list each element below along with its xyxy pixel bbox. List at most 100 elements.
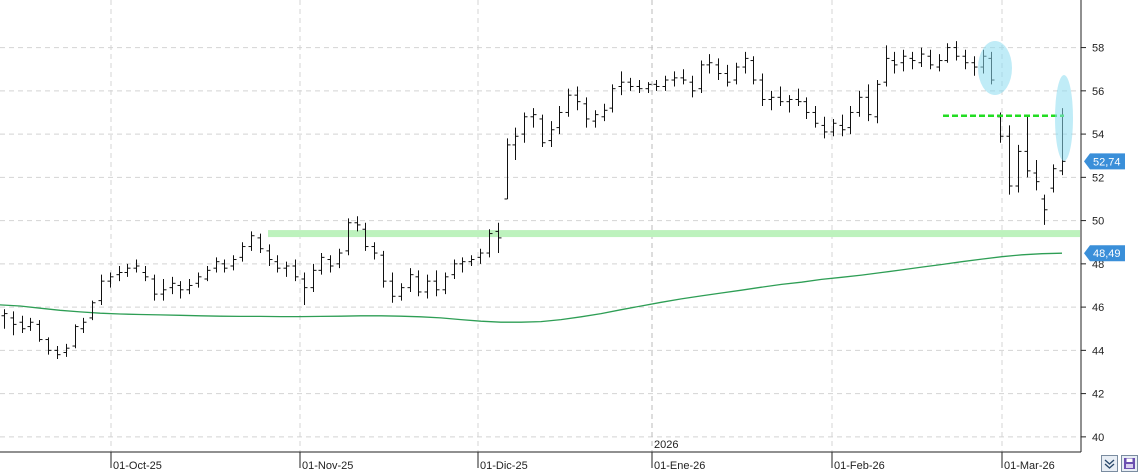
ohlc-bar: [292, 259, 299, 282]
y-tick-label: 44: [1092, 345, 1104, 357]
x-axis-strip: [0, 453, 1141, 476]
ohlc-bar: [592, 110, 599, 128]
ohlc-bar: [874, 80, 881, 124]
x-tick-label: 01-Nov-25: [302, 460, 353, 472]
ohlc-bar: [424, 274, 431, 299]
ohlc-bar: [257, 233, 264, 254]
y-tick-label: 50: [1092, 216, 1104, 228]
ohlc-bar: [468, 255, 475, 267]
support-band: [268, 230, 1080, 238]
y-tick-label: 58: [1092, 43, 1104, 55]
y-axis-ticks: 40 42 44 46 48 50 52 54 56 58: [1081, 43, 1104, 444]
ohlc-bar: [821, 116, 828, 139]
ohlc-bar: [1015, 144, 1022, 193]
ohlc-bar: [839, 114, 846, 137]
ohlc-bar: [865, 84, 872, 122]
price-tags: 52,74 48,49: [1084, 153, 1125, 262]
ohlc-bar: [345, 218, 352, 256]
x-tick-label: 01-Oct-25: [113, 460, 162, 472]
ohlc-bar: [486, 229, 493, 258]
ohlc-bar: [266, 244, 273, 267]
ohlc-bar: [371, 242, 378, 260]
ohlc-bar: [715, 58, 722, 81]
y-tick-label: 52: [1092, 172, 1104, 184]
ohlc-bar: [1, 309, 8, 329]
ohlc-bar: [539, 114, 546, 148]
ohlc-bar: [89, 300, 96, 321]
y-tick-label: 56: [1092, 86, 1104, 98]
ohlc-bar: [768, 90, 775, 111]
ohlc-bar: [169, 276, 176, 295]
ohlc-bar: [795, 88, 802, 106]
x-tick-label: 01-Feb-26: [834, 460, 885, 472]
ohlc-bar: [1033, 160, 1040, 191]
ohlc-bar: [10, 311, 17, 336]
ohlc-bar: [953, 41, 960, 61]
y-tick-label: 40: [1092, 432, 1104, 444]
ohlc-bar: [680, 69, 687, 85]
ohlc-bar: [274, 255, 281, 273]
ohlc-bar: [671, 71, 678, 87]
ohlc-bar: [213, 257, 220, 273]
price-tag: 52,74: [1084, 153, 1125, 170]
ohlc-bar: [230, 255, 237, 271]
ohlc-bar: [221, 259, 228, 273]
x-tick-label: 01-Dic-25: [480, 460, 528, 472]
ohlc-bar: [583, 97, 590, 128]
ohlc-bar: [36, 320, 43, 342]
x-tick-label: 01-Ene-26: [654, 460, 705, 472]
ohlc-bar: [442, 272, 449, 295]
price-tag: 48,49: [1084, 245, 1125, 262]
ohlc-bar: [512, 127, 519, 161]
x-tick-label: 01-Mar-26: [1004, 460, 1055, 472]
grid-lines: [0, 0, 1081, 452]
ohlc-bar: [45, 337, 52, 355]
ohlc-bar: [204, 266, 211, 282]
zoom-fit-button[interactable]: [1101, 455, 1118, 472]
moving-average-line: [0, 252, 1063, 323]
moving-average-layer: [0, 252, 1063, 323]
y-tick-label: 46: [1092, 302, 1104, 314]
ohlc-bar: [318, 253, 325, 275]
ohlc-bar: [936, 54, 943, 72]
ohlc-bar: [98, 274, 105, 305]
ohlc-bar: [80, 317, 87, 334]
ohlc-bar: [662, 75, 669, 91]
save-icon: [1124, 458, 1135, 469]
ohlc-bar: [733, 62, 740, 85]
y-tick-label: 54: [1092, 129, 1104, 141]
ohlc-bar: [927, 49, 934, 70]
ohlc-bar: [962, 49, 969, 70]
ohlc-bar: [883, 45, 890, 87]
ohlc-bar: [909, 51, 916, 70]
ohlc-bar: [786, 95, 793, 113]
highlight-ellipse-last: [1055, 75, 1073, 161]
ohlc-bar: [433, 270, 440, 297]
ohlc-bar: [116, 266, 123, 282]
ohlc-bar: [918, 47, 925, 68]
ohlc-bar: [653, 80, 660, 91]
save-button[interactable]: [1121, 455, 1138, 472]
ohlc-bar: [19, 315, 26, 334]
ohlc-bar: [724, 64, 731, 87]
ohlc-bar: [548, 121, 555, 148]
ohlc-bar: [477, 248, 484, 264]
ohlc-bar: [706, 54, 713, 74]
ohlc-bar: [900, 49, 907, 72]
ohlc-bar: [310, 263, 317, 292]
ohlc-bar: [415, 270, 422, 297]
ohlc-bar: [891, 51, 898, 74]
ohlc-bar: [398, 283, 405, 301]
ohlc-bars: [1, 41, 1066, 360]
ohlc-bar: [777, 86, 784, 106]
ohlc-bar: [495, 222, 502, 254]
ohlc-bar: [609, 84, 616, 113]
ohlc-bar: [195, 272, 202, 288]
ohlc-bar: [618, 71, 625, 96]
ohlc-bar: [689, 75, 696, 98]
ohlc-bar: [239, 242, 246, 262]
ohlc-bar: [354, 216, 361, 232]
x-axis-ticks: 01-Oct-25 01-Nov-25 01-Dic-25 01-Ene-26 01-F…: [110, 452, 1055, 472]
ohlc-bar: [160, 278, 167, 301]
